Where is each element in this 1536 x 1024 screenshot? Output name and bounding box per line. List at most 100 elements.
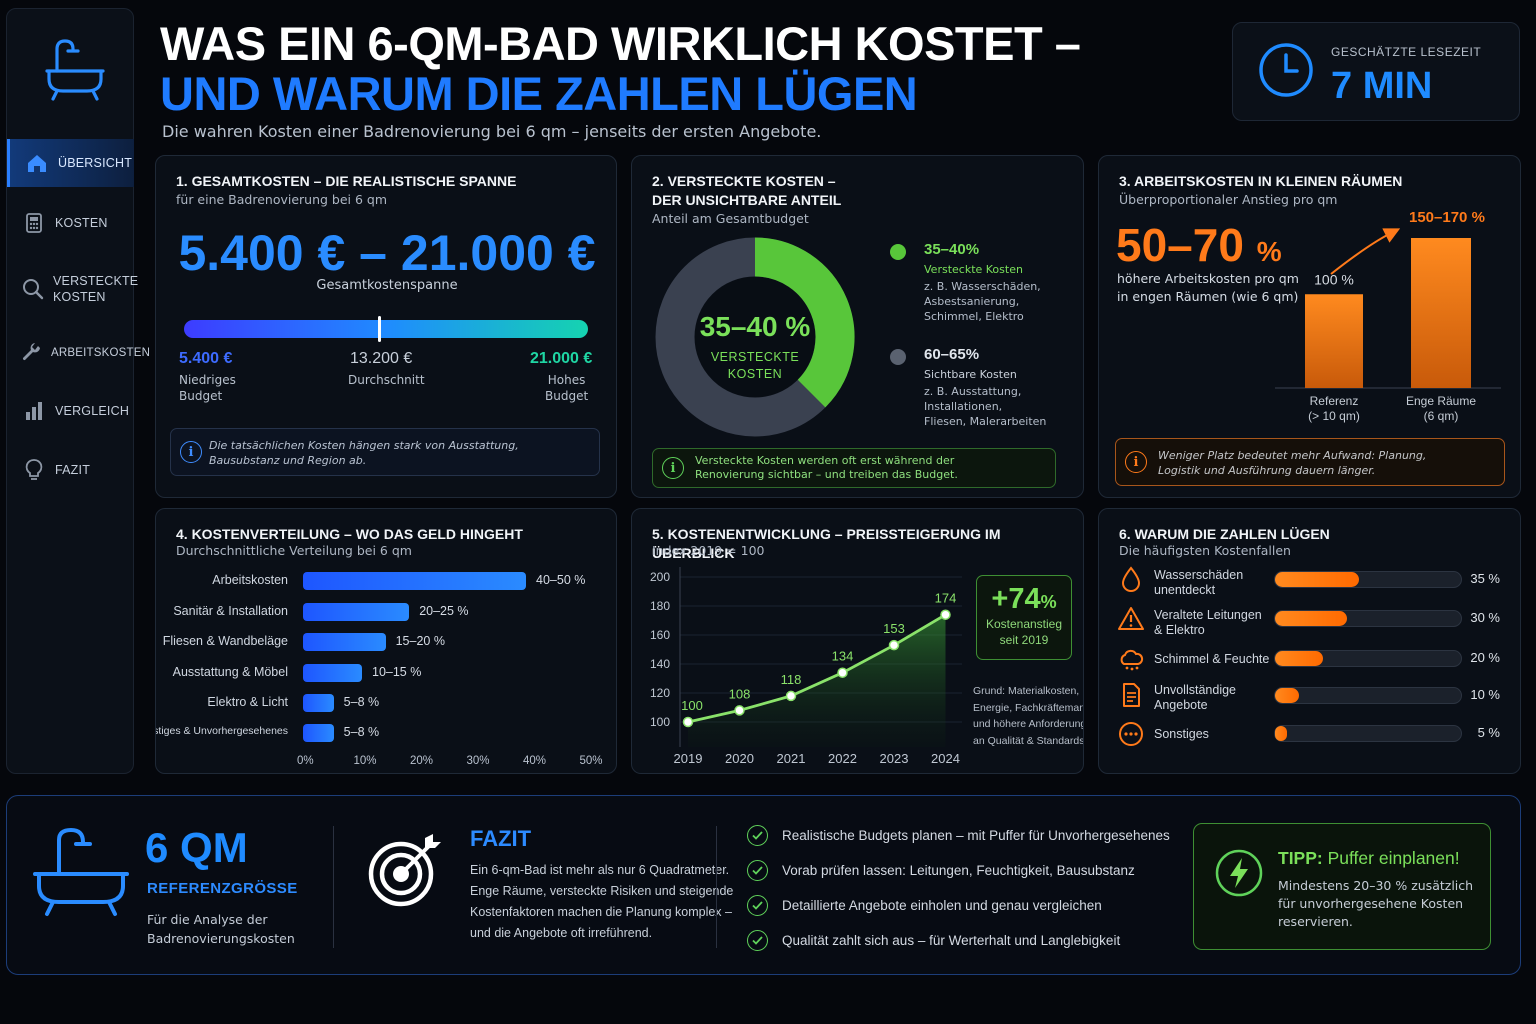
sidebar-item-kosten[interactable]: KOSTEN (7, 199, 134, 247)
info-text-2: Renovierung sichtbar – und treiben das B… (695, 468, 958, 481)
distribution-bar (303, 603, 410, 621)
sidebar-item-label: ARBEITSKOSTEN (51, 347, 151, 359)
average-value: 13.200 € (350, 350, 413, 367)
info-box: i Weniger Platz bedeutet mehr Aufwand: P… (1115, 438, 1505, 486)
bar-label: Ausstattung & Möbel (172, 665, 288, 679)
labor-cost-bar-chart: 100 % 150–170 % Referenz (> 10 qm) Enge … (1275, 209, 1501, 423)
data-point (682, 716, 694, 728)
x-axis-tick: 10% (353, 755, 377, 767)
card-hidden-costs: 2. VERSTECKTE KOSTEN – DER UNSICHTBARE AN… (631, 155, 1084, 498)
warning-icon (1118, 607, 1144, 630)
card-subtitle: Die häufigsten Kostenfallen (1119, 543, 1291, 558)
lightning-icon (1215, 849, 1263, 897)
trap-5-bar (1274, 725, 1462, 742)
check-icon (747, 894, 768, 916)
card-labor-costs: 3. ARBEITSKOSTEN IN KLEINEN RÄUMEN Überp… (1098, 155, 1521, 498)
clock-icon (1257, 41, 1315, 103)
tip-text-3: reservieren. (1278, 914, 1353, 929)
data-label: 153 (883, 621, 905, 636)
data-label: 118 (781, 672, 802, 687)
x-axis-tick: 2021 (777, 751, 806, 766)
kpi-value: +74% (991, 583, 1057, 615)
info-text-1: Versteckte Kosten werden oft erst währen… (695, 454, 955, 467)
sidebar-item-uebersicht[interactable]: ÜBERSICHT (7, 139, 134, 187)
donut-hidden-segment (754, 237, 855, 408)
data-point (888, 639, 900, 651)
data-label: 174 (935, 591, 957, 606)
data-point (734, 705, 745, 716)
trap-2-label-1: Veraltete Leitungen (1154, 608, 1262, 622)
wrench-icon (21, 340, 43, 366)
sidebar-item-arbeitskosten[interactable]: ARBEITSKOSTEN (7, 329, 150, 377)
info-text-1: Die tatsächlichen Kosten hängen stark vo… (209, 439, 519, 452)
high-budget-label-2: Budget (545, 389, 589, 403)
trap-3-label-1: Schimmel & Feuchte (1154, 652, 1270, 666)
sidebar-item-fazit[interactable]: FAZIT (7, 446, 134, 494)
x-axis-tick: 2024 (931, 751, 960, 766)
bar-label: Sonstiges & Unvorhergesehenes (156, 725, 288, 737)
sidebar-item-label: ÜBERSICHT (58, 156, 133, 170)
data-label: 108 (729, 686, 751, 701)
divider (333, 826, 334, 948)
kpi-label-2: seit 2019 (999, 633, 1049, 647)
trap-5-bar-fill (1275, 726, 1287, 741)
x-axis-tick: 50% (579, 755, 603, 767)
trap-4-label-1: Unvollständige (1154, 683, 1236, 697)
bar-label: Elektro & Licht (207, 695, 288, 709)
trap-4-bar (1274, 687, 1462, 704)
info-icon: i (180, 441, 202, 463)
card-subtitle: für eine Badrenovierung bei 6 qm (176, 192, 388, 207)
card-subtitle: Index 2019 = 100 (652, 543, 765, 558)
legend-visible-detail-2: Installationen, (924, 400, 1003, 413)
reading-time-label: GESCHÄTZTE LESEZEIT (1331, 45, 1482, 59)
card-title-2: DER UNSICHTBARE ANTEIL (652, 192, 842, 208)
legend-visible-name: Sichtbare Kosten (924, 368, 1017, 381)
card-title-1: 2. VERSTECKTE KOSTEN – (652, 173, 836, 189)
bar-value: 20–25 % (419, 604, 469, 618)
check-icon (747, 859, 768, 881)
page-title-line-2: UND WARUM DIE ZAHLEN LÜGEN (160, 67, 918, 120)
card-cost-development: 5. KOSTENENTWICKLUNG – PREISSTEIGERUNG I… (631, 508, 1084, 774)
x-axis-tick: 20% (410, 755, 434, 767)
sidebar-item-label: FAZIT (55, 463, 91, 477)
info-box: i Die tatsächlichen Kosten hängen stark … (170, 428, 600, 476)
legend-hidden-detail-2: Asbestsanierung, (924, 295, 1020, 308)
bathtub-icon (33, 828, 129, 916)
document-icon (1123, 683, 1140, 707)
card-cost-traps: 6. WARUM DIE ZAHLEN LÜGEN Die häufigsten… (1098, 508, 1521, 774)
bar-chart-icon (21, 398, 47, 424)
bar-narrow-rooms (1411, 238, 1471, 388)
legend-hidden-name: Versteckte Kosten (924, 263, 1023, 276)
trap-1-label-1: Wasserschäden (1154, 568, 1244, 582)
kpi-label-1: Kostenanstieg (985, 617, 1063, 631)
distribution-bar (303, 572, 527, 590)
legend-hidden-detail-3: Schimmel, Elektro (924, 310, 1024, 323)
average-marker (378, 316, 381, 342)
info-icon: i (1125, 451, 1147, 473)
check-icon (747, 824, 768, 846)
reference-size-value: 6 QM (145, 824, 248, 871)
info-text-1: Weniger Platz bedeutet mehr Aufwand: Pla… (1158, 449, 1427, 462)
page-subtitle: Die wahren Kosten einer Badrenovierung b… (162, 122, 822, 141)
tip-box: TIPP: Puffer einplanen! Mindestens 20–30… (1193, 823, 1491, 950)
check-icon (747, 929, 768, 951)
calculator-icon (21, 210, 47, 236)
search-icon (21, 276, 45, 302)
bar-label: Arbeitskosten (212, 573, 288, 587)
sidebar-item-versteckte-kosten[interactable]: VERSTECKTE KOSTEN (7, 265, 138, 313)
note-2: Energie, Fachkräftemangel (973, 701, 1083, 714)
card-title: 4. KOSTENVERTEILUNG – WO DAS GELD HINGEH… (176, 526, 523, 542)
bar-narrow-rooms-value: 150–170 % (1409, 209, 1485, 226)
mold-icon (1120, 649, 1144, 671)
increase-arrow (1330, 228, 1401, 275)
x-axis-tick: 30% (466, 755, 490, 767)
sidebar-item-vergleich[interactable]: VERGLEICH (7, 387, 134, 435)
kpi-box: +74% Kostenanstieg seit 2019 (976, 575, 1072, 660)
lightbulb-icon (21, 457, 47, 483)
reference-size-desc-1: Für die Analyse der (147, 912, 268, 927)
fazit-title: FAZIT (470, 826, 532, 851)
trap-4-bar-fill (1275, 688, 1299, 703)
checklist-item: Realistische Budgets planen – mit Puffer… (747, 824, 1170, 846)
card-cost-distribution: 4. KOSTENVERTEILUNG – WO DAS GELD HINGEH… (155, 508, 617, 774)
category-narrow-2: (6 qm) (1424, 409, 1459, 423)
